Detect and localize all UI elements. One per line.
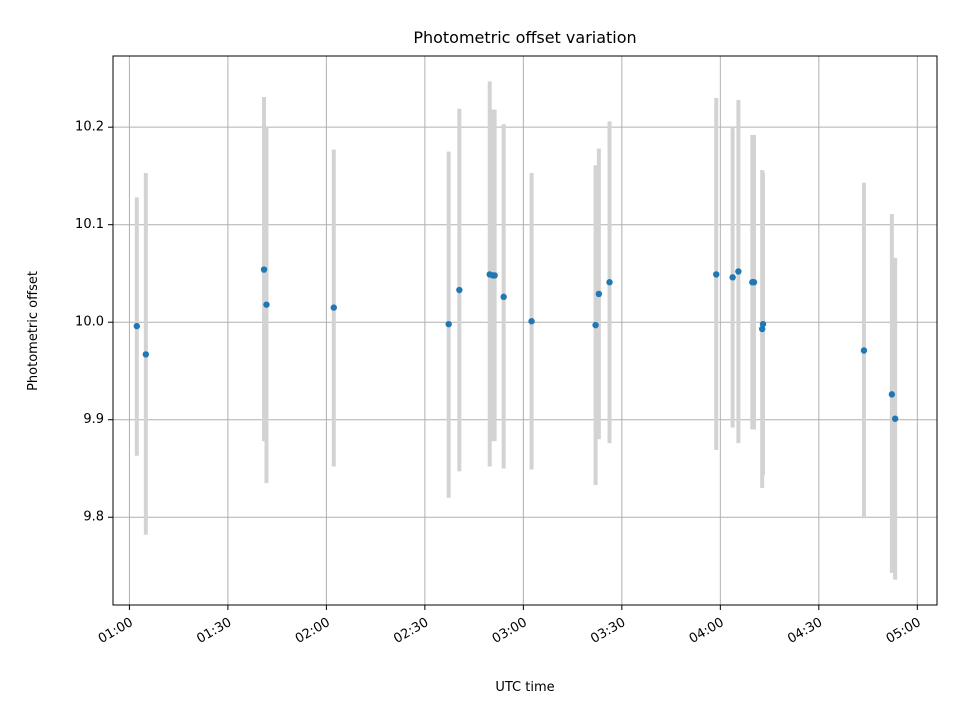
y-tick-label: 10.0 (75, 315, 104, 330)
data-point (528, 318, 535, 325)
data-point (142, 351, 150, 358)
chart-title: Photometric offset variation (413, 28, 636, 47)
data-point (592, 321, 599, 329)
x-axis-ticks: 01:00 01:30 02:00 02:30 03:00 03:30 04:00 04:30… (96, 605, 924, 647)
data-point (713, 271, 720, 278)
y-tick-label: 9.9 (83, 412, 104, 427)
y-axis-label: Photometric offset (26, 271, 41, 391)
data-point (263, 301, 270, 308)
y-tick-label: 10.1 (75, 217, 104, 232)
data-point (500, 293, 507, 301)
x-tick-label: 04:00 (687, 615, 727, 647)
grid (113, 56, 937, 605)
x-tick-label: 02:30 (391, 615, 431, 647)
x-tick-label: 04:30 (785, 615, 825, 647)
data-point (330, 304, 337, 311)
x-tick-label: 01:00 (96, 615, 136, 647)
y-tick-label: 9.8 (83, 510, 104, 525)
data-point (606, 279, 613, 286)
y-tick-label: 10.2 (75, 120, 104, 135)
data-point (260, 266, 268, 273)
x-tick-label: 03:30 (588, 615, 628, 647)
x-axis-label: UTC time (495, 680, 554, 695)
data-point (750, 279, 758, 286)
data-point (759, 320, 767, 328)
data-point (729, 274, 736, 281)
data-point (888, 391, 896, 398)
data-point (445, 320, 452, 328)
data-point (860, 347, 868, 354)
data-point (758, 325, 766, 333)
y-axis-ticks: 9.8 9.9 10.0 10.1 10.2 (75, 120, 113, 525)
data-point (133, 322, 141, 330)
x-tick-label: 05:00 (884, 615, 924, 647)
x-tick-label: 01:30 (194, 615, 234, 647)
data-points (133, 266, 899, 422)
data-point (735, 268, 742, 275)
data-point (491, 272, 498, 279)
x-tick-label: 03:00 (490, 615, 530, 647)
error-bars (134, 81, 898, 580)
data-point (456, 286, 463, 294)
data-point (595, 290, 603, 298)
x-tick-label: 02:00 (293, 615, 333, 647)
data-point (891, 415, 899, 422)
plot-area (112, 55, 938, 606)
